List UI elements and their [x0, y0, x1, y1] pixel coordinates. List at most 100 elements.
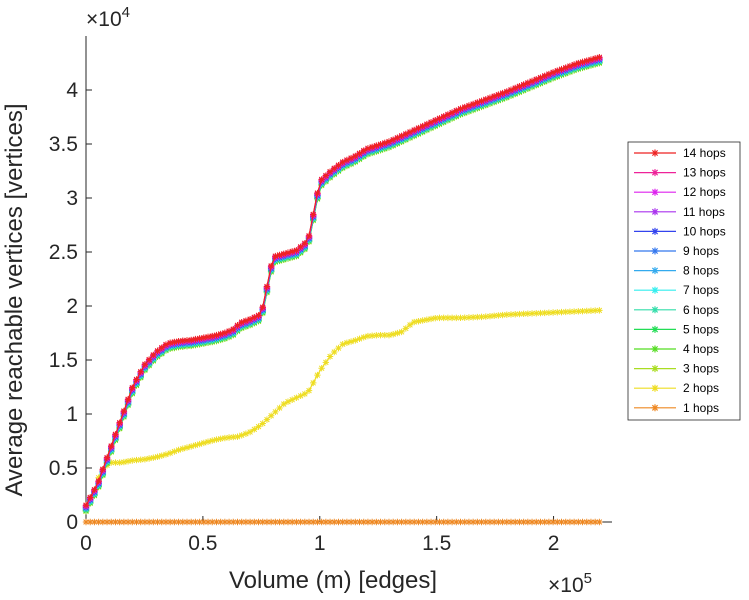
series-12-hops [82, 55, 603, 510]
x-multiplier: ×105 [548, 570, 592, 597]
legend-label: 12 hops [683, 185, 726, 199]
series-line [85, 60, 600, 510]
series-line [85, 61, 600, 510]
series-markers [82, 55, 603, 510]
legend-item: 11 hops [634, 205, 725, 219]
series-8-hops [82, 57, 603, 512]
series-markers [82, 54, 603, 509]
legend-marker [651, 169, 659, 177]
legend-item: 13 hops [634, 166, 726, 180]
y-tick-label: 1.5 [49, 349, 78, 372]
series-layer [82, 54, 603, 526]
legend-item: 6 hops [634, 303, 719, 317]
legend-item: 9 hops [634, 244, 719, 258]
y-tick-label: 2 [66, 295, 78, 318]
legend-marker [651, 365, 659, 373]
series-9-hops [82, 56, 603, 512]
legend-label: 8 hops [683, 264, 719, 278]
legend-label: 7 hops [683, 283, 719, 297]
series-markers [82, 56, 603, 512]
series-2-hops [82, 307, 603, 515]
series-14-hops [82, 54, 603, 509]
legend-label: 1 hops [683, 401, 719, 415]
series-3-hops [82, 60, 603, 515]
legend-item: 3 hops [634, 362, 719, 376]
y-axis-label: Average reachable vertices [vertices] [1, 103, 28, 496]
x-tick-label: 2 [548, 532, 560, 555]
legend-marker [651, 149, 659, 157]
series-line [85, 58, 600, 508]
legend-marker [651, 247, 659, 255]
series-markers [82, 58, 603, 514]
legend-marker [651, 384, 659, 392]
legend-item: 1 hops [634, 401, 719, 415]
axes [85, 36, 612, 523]
y-multiplier: ×104 [86, 4, 130, 31]
legend-label: 11 hops [683, 205, 725, 219]
series-1-hops [82, 518, 603, 526]
legend-item: 14 hops [634, 146, 726, 160]
series-markers [82, 60, 603, 515]
legend-item: 2 hops [634, 381, 719, 395]
legend-item: 7 hops [634, 283, 719, 297]
series-markers [82, 56, 603, 511]
series-6-hops [82, 58, 603, 513]
series-10-hops [82, 56, 603, 511]
series-7-hops [82, 57, 603, 513]
series-4-hops [82, 59, 603, 514]
legend-marker [651, 325, 659, 333]
series-5-hops [82, 58, 603, 514]
legend-items: 14 hops 13 hops 12 hops 11 hops 10 hops 9 hop… [634, 146, 726, 415]
series-markers [82, 307, 603, 515]
legend-item: 10 hops [634, 224, 726, 238]
y-tick-label: 0 [66, 511, 78, 534]
legend-item: 12 hops [634, 185, 726, 199]
legend-box [627, 141, 741, 421]
series-markers [82, 59, 603, 514]
legend-label: 6 hops [683, 303, 719, 317]
legend-label: 9 hops [683, 244, 719, 258]
series-line [85, 58, 600, 508]
x-ticks: 0 0.5 1 1.5 2 [80, 516, 559, 555]
series-markers [82, 57, 603, 512]
series-line [85, 61, 600, 511]
legend-marker [651, 404, 659, 412]
y-tick-label: 3 [66, 187, 78, 210]
legend[interactable]: 14 hops 13 hops 12 hops 11 hops 10 hops 9 hop… [627, 141, 741, 421]
series-line [85, 56, 600, 506]
x-tick-label: 1.5 [422, 532, 451, 555]
x-axis-label: Volume (m) [edges] [229, 567, 437, 594]
legend-item: 8 hops [634, 264, 719, 278]
legend-marker [651, 227, 659, 235]
series-line [85, 59, 600, 509]
series-line [85, 57, 600, 506]
series-line [85, 59, 600, 509]
legend-item: 4 hops [634, 342, 719, 356]
y-ticks: 0 0.5 1 1.5 2 2.5 3 3.5 4 [49, 79, 92, 534]
legend-marker [651, 208, 659, 216]
series-line [85, 62, 600, 511]
series-markers [82, 57, 603, 513]
series-markers [82, 54, 603, 509]
y-tick-label: 1 [66, 403, 78, 426]
y-tick-label: 3.5 [49, 133, 78, 156]
y-tick-label: 2.5 [49, 241, 78, 264]
series-line [85, 57, 600, 507]
series-line [85, 62, 600, 512]
series-line [85, 309, 600, 512]
x-tick-label: 0 [80, 532, 92, 555]
legend-label: 14 hops [683, 146, 726, 160]
legend-marker [651, 306, 659, 314]
legend-item: 5 hops [634, 322, 719, 336]
legend-marker [651, 188, 659, 196]
legend-label: 5 hops [683, 322, 719, 336]
series-11-hops [82, 55, 603, 510]
legend-label: 13 hops [683, 166, 726, 180]
legend-label: 4 hops [683, 342, 719, 356]
series-13-hops [82, 54, 603, 509]
legend-marker [651, 345, 659, 353]
legend-label: 3 hops [683, 362, 719, 376]
x-tick-label: 1 [314, 532, 326, 555]
y-tick-label: 0.5 [49, 457, 78, 480]
